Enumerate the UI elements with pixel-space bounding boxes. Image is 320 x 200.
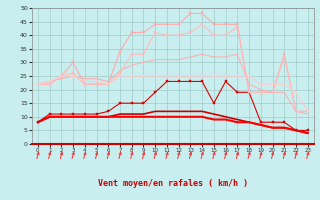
- Text: Vent moyen/en rafales ( km/h ): Vent moyen/en rafales ( km/h ): [98, 180, 248, 188]
